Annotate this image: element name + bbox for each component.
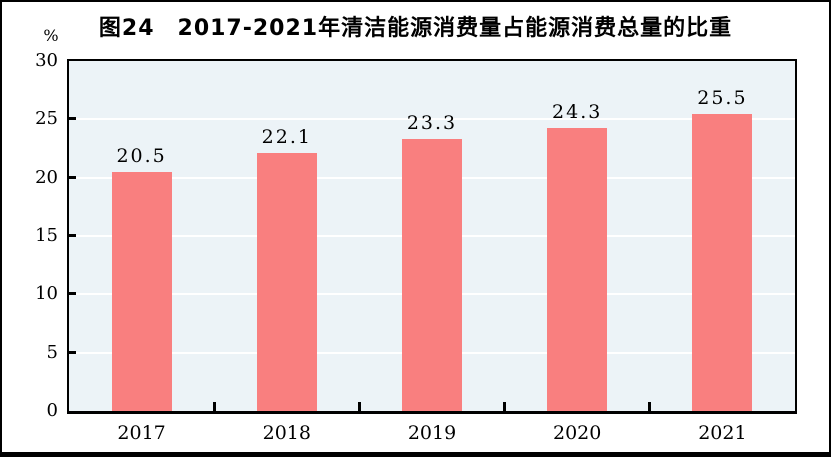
x-tick-mark-4: [648, 402, 652, 411]
chart-title: 图24 2017-2021年清洁能源消费量占能源消费总量的比重: [98, 16, 733, 41]
x-axis-label-2018: 2018: [262, 422, 311, 444]
x-tick-mark-1: [212, 402, 216, 411]
bar-value-label-2018: 22.1: [261, 126, 312, 149]
y-axis-label-25: 25: [35, 108, 58, 130]
y-tick-mark-20: [69, 175, 76, 179]
y-tick-mark-5: [69, 350, 76, 354]
y-axis-label-30: 30: [35, 50, 58, 71]
bar-2019: [402, 139, 462, 411]
bar-2021: [692, 113, 753, 411]
bar-value-label-2019: 23.3: [406, 112, 458, 135]
x-axis-label-2019: 2019: [407, 422, 457, 444]
x-axis-label-2017: 2017: [117, 422, 166, 444]
bar-2017: [111, 171, 172, 411]
bar-value-label-2020: 24.3: [552, 100, 603, 123]
y-tick-mark-10: [69, 292, 76, 296]
y-tick-mark-25: [69, 117, 76, 121]
y-axis-label-10: 10: [35, 283, 58, 305]
x-tick-mark-2: [357, 402, 361, 411]
bar-value-label-2021: 25.5: [697, 86, 748, 109]
x-axis-label-2021: 2021: [698, 422, 747, 444]
y-tick-mark-15: [69, 234, 76, 237]
y-axis-label-5: 5: [46, 341, 58, 363]
gridline-25: [69, 118, 795, 121]
bar-value-label-2017: 20.5: [116, 144, 167, 167]
y-axis-label-0: 0: [46, 400, 58, 421]
x-axis-label-2020: 2020: [553, 422, 602, 444]
bar-2020: [547, 127, 608, 411]
x-tick-mark-3: [503, 402, 507, 411]
y-axis-unit-label: %: [43, 26, 59, 45]
y-axis-label-15: 15: [35, 225, 58, 246]
bar-2018: [256, 153, 317, 411]
y-axis-label-20: 20: [35, 166, 58, 188]
plot-area: 20.5 22.1 23.3 24.3 25.5: [67, 59, 797, 414]
